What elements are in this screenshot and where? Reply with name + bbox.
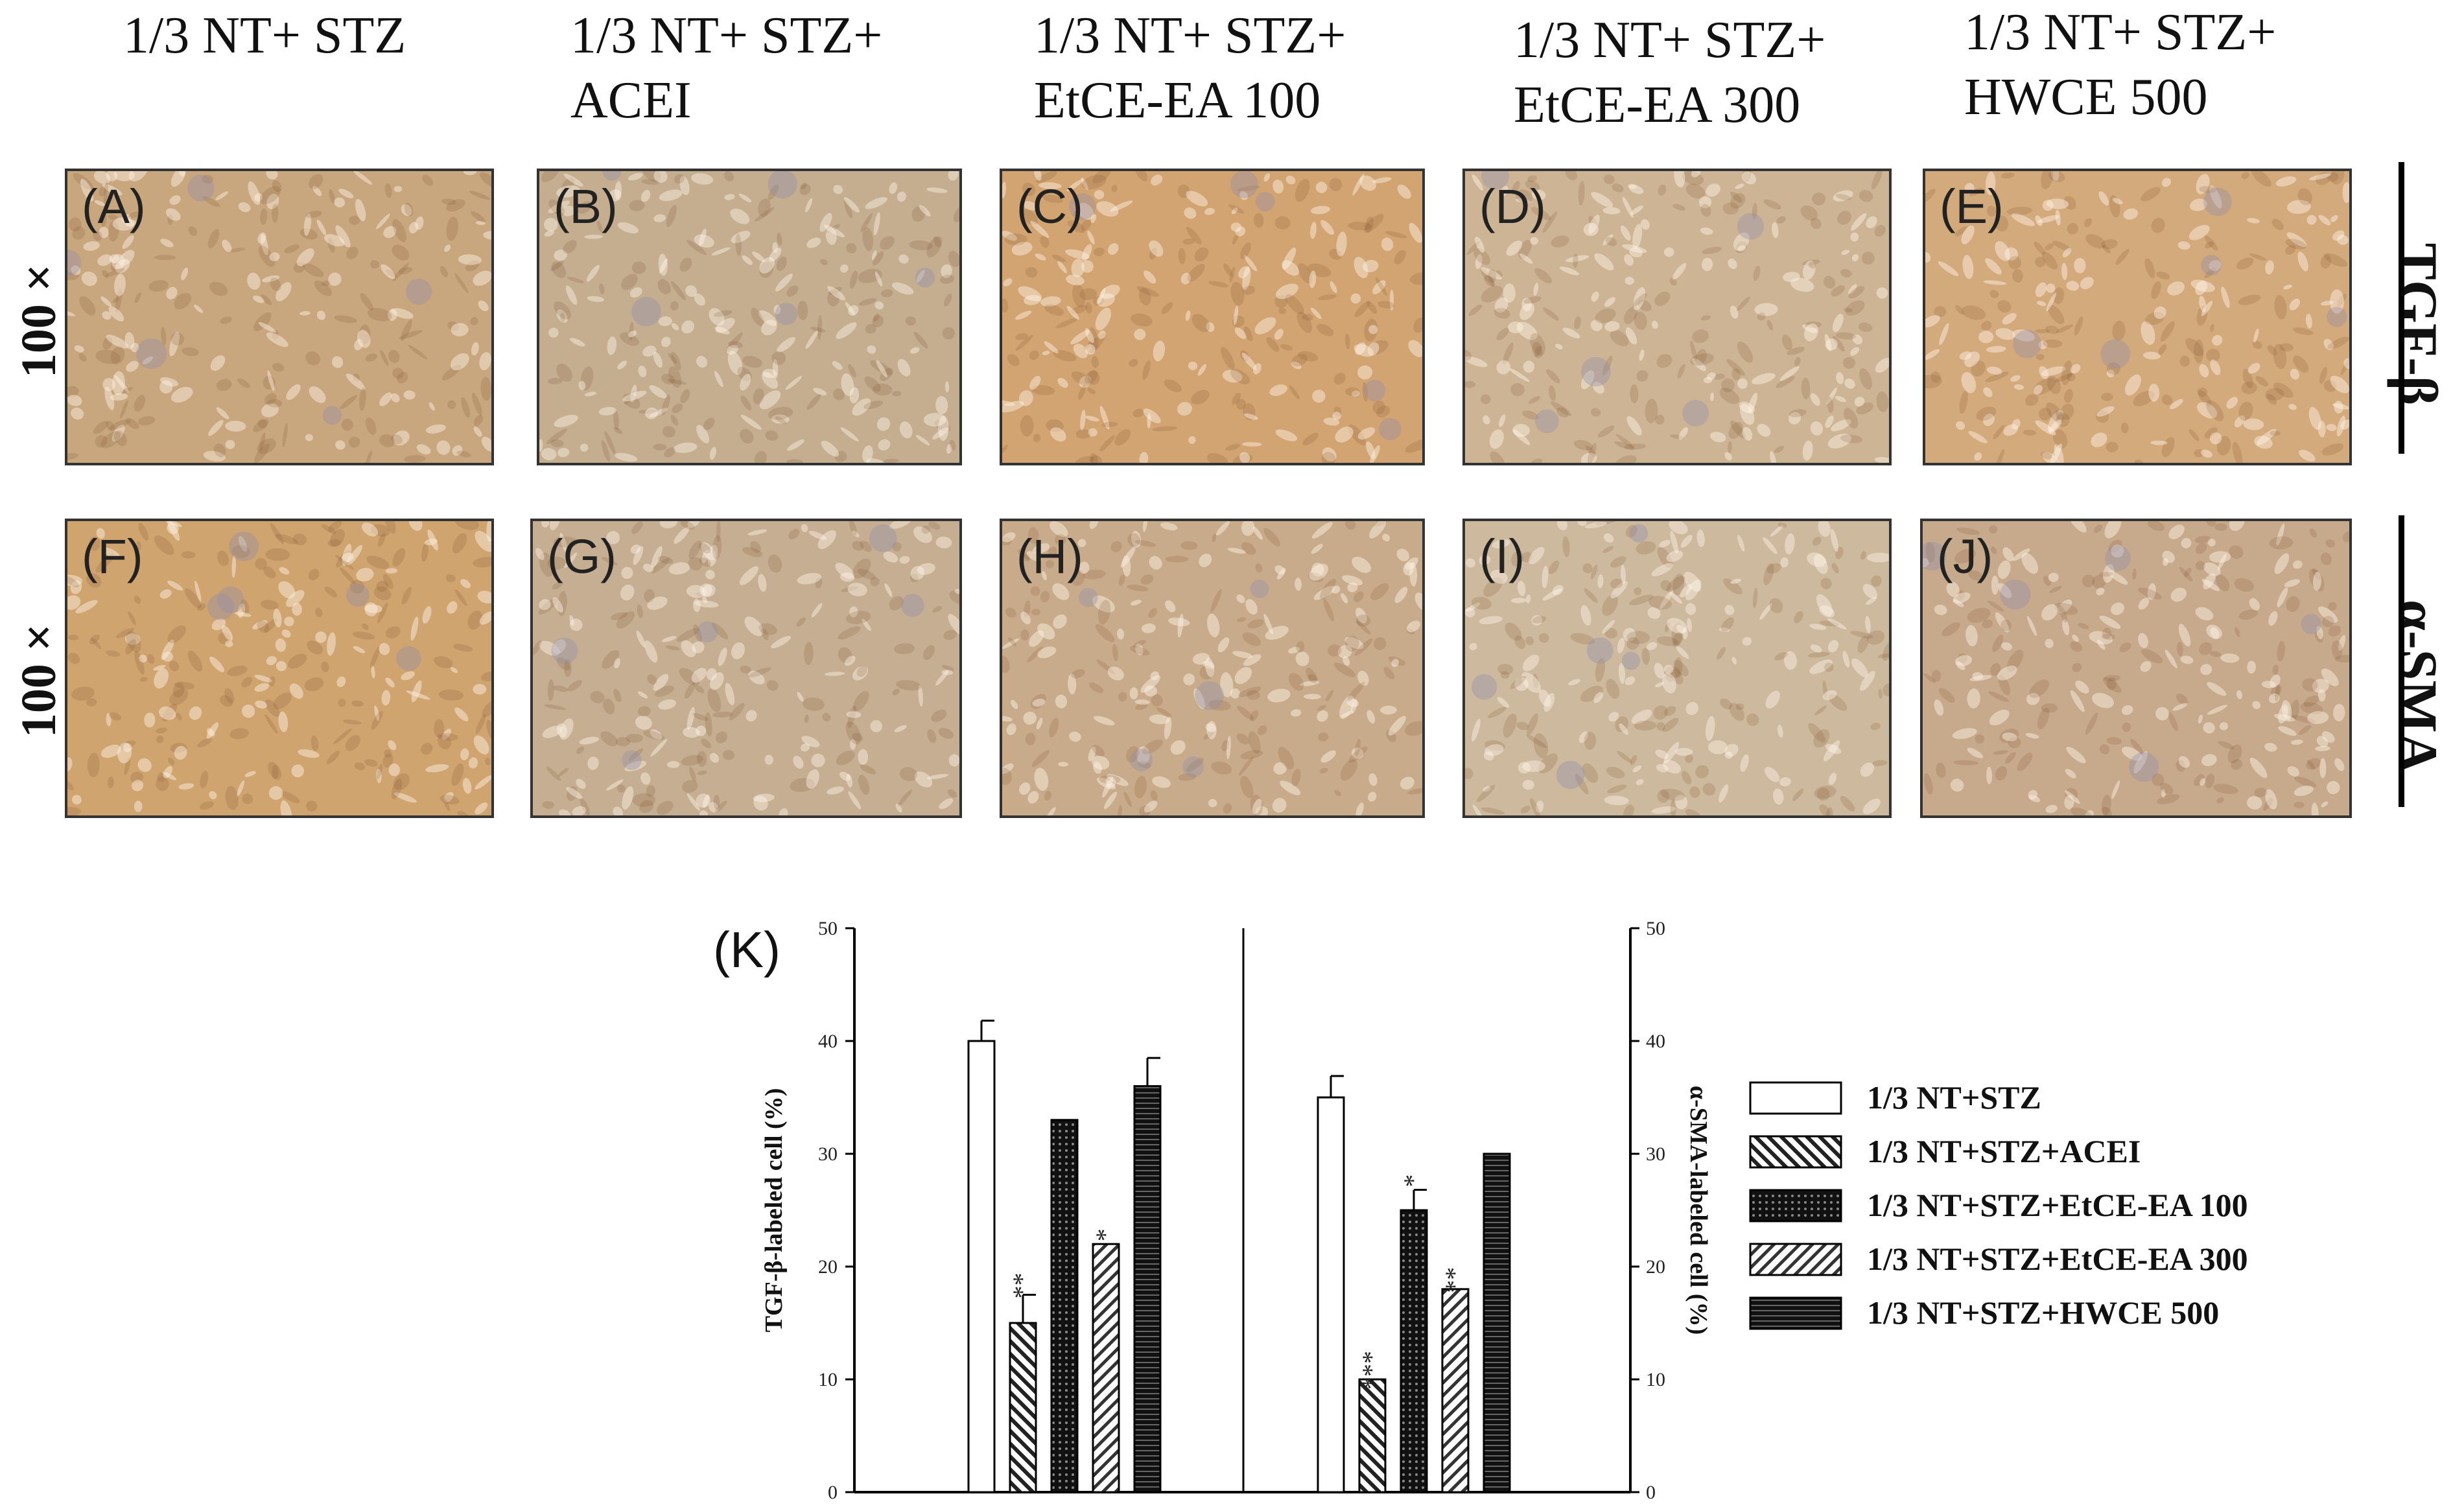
stain-label-row-1: TGF-β <box>2387 242 2449 406</box>
legend-swatch <box>1749 1296 1842 1330</box>
left-y-tick-label: 0 <box>828 1482 838 1503</box>
left-y-tick-label: 30 <box>818 1143 838 1165</box>
micrograph-texture <box>1465 521 1889 815</box>
right-y-axis-title: α-SMA-labeled cell (%) <box>1685 1086 1712 1335</box>
micrograph-panel-i: (I) <box>1462 519 1892 818</box>
bar <box>1358 1378 1387 1493</box>
left-y-tick-label: 20 <box>818 1256 838 1278</box>
micrograph-texture <box>67 521 491 815</box>
micrograph-texture <box>1002 521 1422 815</box>
micrograph-panel-b: (B) <box>537 169 962 465</box>
micrograph-texture <box>1465 171 1889 463</box>
bar-chart: 0 10 20 30 40 50 0 10 20 30 40 50 TGF-β-labeled cell… <box>760 918 2248 1503</box>
magnification-label-row-1: 100 × <box>12 263 66 379</box>
micrograph-texture <box>1925 171 2349 463</box>
legend-label: 1/3 NT+STZ+EtCE-EA 100 <box>1867 1187 2248 1223</box>
column-title-line: EtCE-EA 300 <box>1514 76 1801 134</box>
bar <box>967 1040 996 1493</box>
micrograph-texture <box>1002 171 1422 463</box>
significance-label: ** <box>1007 1273 1037 1299</box>
legend-swatch <box>1749 1243 1842 1276</box>
column-title-line: EtCE-EA 100 <box>1034 72 1321 129</box>
panel-label: (A) <box>82 180 146 233</box>
chart-panel-label: (K) <box>713 921 780 978</box>
column-title-5: 1/3 NT+ STZ+ HWCE 500 <box>1964 0 2276 130</box>
column-title-line: 1/3 NT+ STZ+ <box>1514 12 1826 69</box>
bar <box>1133 1085 1162 1493</box>
bar <box>1009 1322 1037 1493</box>
panel-label: (B) <box>554 180 618 233</box>
legend-swatch <box>1749 1081 1842 1115</box>
bar <box>1092 1243 1120 1493</box>
micrograph-texture <box>539 171 959 463</box>
stain-divider-row-2 <box>2399 515 2404 807</box>
panel-label: (E) <box>1940 180 2004 233</box>
right-y-tick-label: 10 <box>1646 1369 1665 1390</box>
column-title-4: 1/3 NT+ STZ+ EtCE-EA 300 <box>1514 8 1825 137</box>
legend-label: 1/3 NT+STZ+EtCE-EA 300 <box>1867 1241 2248 1277</box>
column-title-line: 1/3 NT+ STZ+ <box>1034 7 1346 64</box>
legend-swatch <box>1749 1189 1842 1222</box>
panel-label: (F) <box>82 530 143 583</box>
micrograph-panel-d: (D) <box>1462 169 1892 465</box>
significance-label: *** <box>1357 1351 1386 1390</box>
panel-label: (G) <box>547 530 616 583</box>
bar <box>1400 1209 1428 1493</box>
right-y-tick-label: 0 <box>1646 1482 1656 1503</box>
bar <box>1483 1152 1511 1493</box>
panel-label: (H) <box>1016 530 1083 583</box>
significance-label: ** <box>1440 1267 1469 1293</box>
column-title-line: HWCE 500 <box>1964 69 2208 126</box>
micrograph-texture <box>533 521 959 815</box>
legend-swatch <box>1749 1135 1842 1169</box>
column-title-line: ACEI <box>570 72 692 129</box>
stain-divider-row-1 <box>2399 162 2404 454</box>
panel-label: (D) <box>1479 180 1546 233</box>
right-y-tick-label: 30 <box>1646 1143 1665 1165</box>
micrograph-panel-j: (J) <box>1920 519 2352 818</box>
panel-label: (I) <box>1479 530 1525 583</box>
column-title-line: 1/3 NT+ STZ <box>123 7 406 64</box>
right-y-tick-label: 50 <box>1646 918 1665 939</box>
column-title-2: 1/3 NT+ STZ+ ACEI <box>570 3 882 133</box>
micrograph-panel-e: (E) <box>1923 169 2352 465</box>
significance-label: * <box>1090 1228 1120 1241</box>
bar <box>1317 1096 1345 1493</box>
legend-label: 1/3 NT+STZ+ACEI <box>1867 1133 2141 1169</box>
significance-label: * <box>1398 1175 1427 1187</box>
column-title-line: 1/3 NT+ STZ+ <box>570 7 883 64</box>
right-y-tick-label: 20 <box>1646 1256 1665 1278</box>
panel-label: (C) <box>1016 180 1083 233</box>
right-y-tick-label: 40 <box>1646 1031 1665 1052</box>
left-y-tick-label: 40 <box>818 1031 838 1052</box>
legend-label: 1/3 NT+STZ <box>1867 1079 2041 1116</box>
micrograph-panel-a: (A) <box>65 169 494 465</box>
micrograph-panel-h: (H) <box>1000 519 1425 818</box>
bar <box>1441 1288 1470 1493</box>
column-title-1: 1/3 NT+ STZ <box>123 3 406 68</box>
left-y-tick-label: 10 <box>818 1369 838 1390</box>
micrograph-panel-g: (G) <box>530 519 962 818</box>
left-y-axis-title: TGF-β-labeled cell (%) <box>760 1088 788 1333</box>
micrograph-texture <box>1923 521 2349 815</box>
chart-layer: 0 10 20 30 40 50 0 10 20 30 40 50 TGF-β-labeled cell… <box>760 918 2248 1503</box>
micrograph-texture <box>67 171 491 463</box>
column-title-line: 1/3 NT+ STZ+ <box>1964 4 2277 61</box>
bar <box>1050 1119 1079 1493</box>
magnification-label-row-2: 100 × <box>12 623 66 738</box>
panel-label: (J) <box>1937 530 1993 583</box>
micrograph-panel-c: (C) <box>1000 169 1425 465</box>
column-title-3: 1/3 NT+ STZ+ EtCE-EA 100 <box>1034 3 1346 133</box>
legend-label: 1/3 NT+STZ+HWCE 500 <box>1867 1294 2219 1331</box>
micrograph-panel-f: (F) <box>65 519 494 818</box>
stain-label-row-2: α-SMA <box>2387 600 2449 773</box>
left-y-tick-label: 50 <box>818 918 838 939</box>
